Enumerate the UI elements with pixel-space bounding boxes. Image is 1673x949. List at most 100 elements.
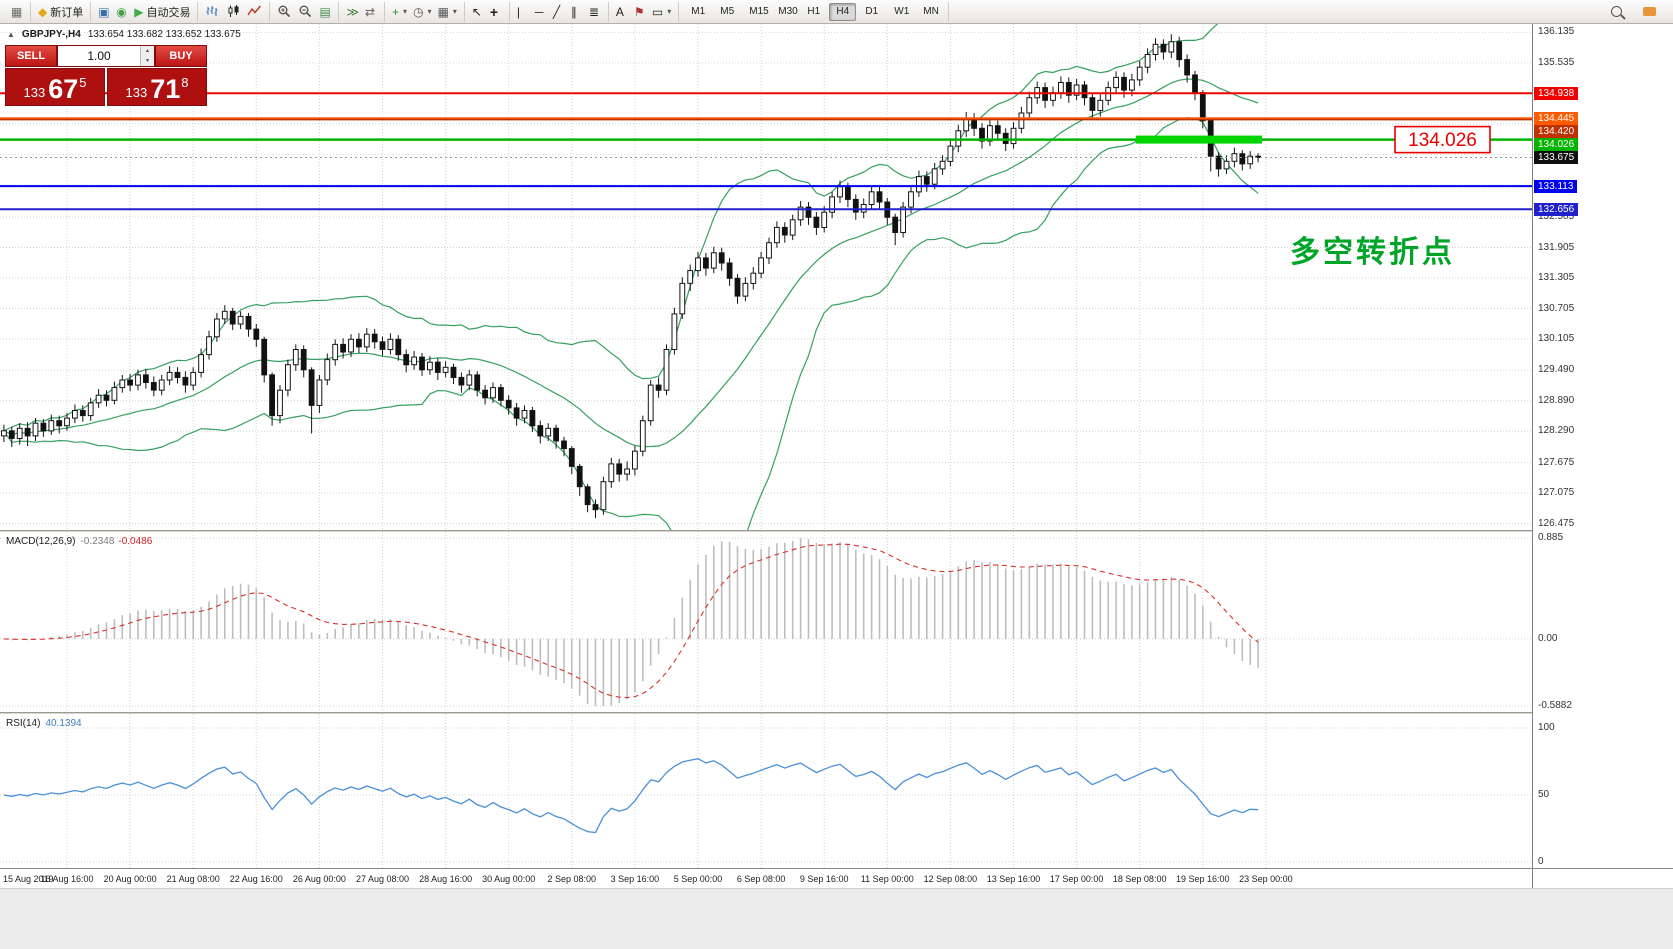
horizontal-line-icon-glyph-icon: ─ xyxy=(534,4,544,19)
rsi-panel[interactable]: RSI(14) 40.1394 xyxy=(0,714,1532,868)
panel-separator[interactable] xyxy=(0,530,1673,532)
chart-shift-icon-glyph-icon: ⇄ xyxy=(365,4,376,19)
timeframe-h4[interactable]: H4 xyxy=(829,2,857,21)
horizontal-line-icon[interactable]: ─ xyxy=(532,2,550,22)
price-callout-text: 134.026 xyxy=(1408,130,1477,151)
time-axis-label: 18 Sep 08:00 xyxy=(1112,874,1167,884)
volume-input[interactable] xyxy=(58,46,140,66)
indicators-button[interactable]: + ▾ xyxy=(389,2,410,22)
timeframe-h1[interactable]: H1 xyxy=(800,3,827,21)
crosshair-icon-glyph-icon: + xyxy=(489,3,499,20)
arrow-label-icon[interactable]: ⚑ xyxy=(631,2,649,22)
price-axis[interactable]: 136.135 135.535 132.505 131.905 131.305 130.7… xyxy=(1532,24,1673,888)
sell-price-sup: 5 xyxy=(79,75,87,90)
timeframe-m30[interactable]: M30 xyxy=(771,3,798,21)
time-axis-label: 21 Aug 08:00 xyxy=(166,874,220,884)
chat-icon[interactable] xyxy=(1640,2,1659,22)
auto-trading-glyph-icon: ▶ xyxy=(134,4,144,19)
timeframe-w1[interactable]: W1 xyxy=(887,3,914,21)
volume-up-icon[interactable]: ▲ xyxy=(141,46,154,56)
search-icon[interactable] xyxy=(1608,2,1626,22)
price-badge-132.656: 132.656 xyxy=(1534,202,1579,216)
rsi-line xyxy=(3,758,1259,834)
timeframe-mn[interactable]: MN xyxy=(916,3,943,21)
line-chart-icon[interactable] xyxy=(244,2,265,22)
time-axis-label: 20 Aug 00:00 xyxy=(103,874,157,884)
price-axis-label: 130.705 xyxy=(1538,302,1575,314)
fibonacci-icon[interactable]: ≣ xyxy=(586,2,604,22)
highlight-rectangle[interactable] xyxy=(1135,135,1262,144)
tile-windows-icon[interactable]: ▤ xyxy=(316,2,334,22)
levels-layer[interactable] xyxy=(0,92,1532,211)
buy-price-prefix: 133 xyxy=(125,85,148,101)
collapse-icon[interactable]: ▲ xyxy=(7,30,15,39)
sell-price-display[interactable]: 133 67 5 xyxy=(5,68,105,106)
sell-price-prefix: 133 xyxy=(23,85,46,101)
crosshair-icon[interactable]: + xyxy=(487,2,505,22)
new-chart-icon[interactable]: ▦ xyxy=(8,2,26,22)
timeframe-m15[interactable]: M15 xyxy=(742,3,769,21)
timeframe-m1[interactable]: M1 xyxy=(684,3,711,21)
time-axis-label: 2 Sep 08:00 xyxy=(547,874,597,884)
chart-shift-icon[interactable]: ⇄ xyxy=(362,2,380,22)
zoom-in-icon[interactable] xyxy=(274,2,295,22)
auto-scroll-icon[interactable]: ≫ xyxy=(343,2,362,22)
time-axis-label: 26 Aug 00:00 xyxy=(292,874,346,884)
bottom-strip xyxy=(0,888,1673,949)
time-axis-label: 11 Sep 00:00 xyxy=(860,874,914,884)
text-icon-glyph-icon: A xyxy=(615,4,624,19)
candlestick-chart[interactable]: 134.026 多空转折点 xyxy=(0,24,1532,530)
time-axis-label: 9 Sep 16:00 xyxy=(799,874,849,884)
candlestick-chart-icon[interactable] xyxy=(223,2,244,22)
price-callout-box[interactable] xyxy=(1394,125,1491,154)
buy-price-sup: 8 xyxy=(181,75,189,90)
main-chart-panel[interactable]: 134.026 多空转折点 ▲ GBPJPY-,H4 133.654 133.68… xyxy=(0,24,1532,530)
price-axis-label: 127.075 xyxy=(1538,487,1575,499)
channel-icon[interactable]: ∥ xyxy=(568,2,586,22)
auto-scroll-icon-glyph-icon: ≫ xyxy=(346,4,360,19)
templates-button[interactable]: ▦ ▾ xyxy=(435,2,460,22)
time-axis-label: 15 Aug 2019 xyxy=(3,874,54,884)
panel-separator[interactable] xyxy=(0,712,1673,714)
vertical-line-icon[interactable]: | xyxy=(514,2,532,22)
indicators-glyph-icon: + xyxy=(392,4,400,19)
time-axis[interactable]: 15 Aug 2019 16 Aug 16:00 20 Aug 00:00 21 Au… xyxy=(0,868,1532,888)
zoom-out-icon[interactable] xyxy=(295,2,316,22)
bollinger-bands xyxy=(3,24,1259,530)
sell-button[interactable]: SELL xyxy=(5,45,57,67)
new-order-button[interactable]: ◆ 新订单 xyxy=(35,2,86,22)
time-axis-label: 30 Aug 00:00 xyxy=(482,874,536,884)
cursor-icon[interactable]: ↖ xyxy=(469,2,487,22)
auto-trading-button[interactable]: ▶ 自动交易 xyxy=(131,2,193,22)
buy-button[interactable]: BUY xyxy=(155,45,207,67)
timeframe-m5[interactable]: M5 xyxy=(713,3,740,21)
macd-chart xyxy=(0,532,1532,712)
price-badge-133.113: 133.113 xyxy=(1534,179,1578,193)
candlestick-chart-icon xyxy=(228,5,239,17)
price-axis-label: 135.535 xyxy=(1538,56,1575,68)
trendline-icon[interactable]: ╱ xyxy=(550,2,568,22)
symbol-label: GBPJPY-,H4 xyxy=(21,29,81,40)
shapes-button[interactable]: ▭ ▾ xyxy=(649,2,674,22)
periods-button[interactable]: ◷ ▾ xyxy=(410,2,435,22)
ohlc-values: 133.654 133.682 133.652 133.675 xyxy=(87,29,241,40)
bar-chart-icon[interactable] xyxy=(202,2,223,22)
symbol-header: ▲ GBPJPY-,H4 133.654 133.682 133.652 133… xyxy=(7,29,241,40)
timeframe-d1[interactable]: D1 xyxy=(858,3,885,21)
macd-signal-line xyxy=(3,543,1259,699)
chevron-down-icon: ▾ xyxy=(452,7,457,16)
volume-down-icon[interactable]: ▼ xyxy=(141,56,154,66)
macd-panel[interactable]: MACD(12,26,9) -0.2348 -0.0486 xyxy=(0,532,1532,712)
macd-axis-label: 0.885 xyxy=(1538,532,1564,543)
rsi-chart xyxy=(0,714,1532,868)
volume-box: ▲ ▼ xyxy=(57,45,155,67)
macd-axis-label: 0.00 xyxy=(1538,632,1558,644)
price-badge-134.445: 134.445 xyxy=(1534,111,1579,125)
text-icon[interactable]: A xyxy=(613,2,631,22)
sell-price-big: 67 xyxy=(48,74,79,105)
bar-chart-icon xyxy=(206,6,218,16)
new-order-button-label: 新订单 xyxy=(50,6,84,19)
buy-price-display[interactable]: 133 71 8 xyxy=(107,68,207,106)
market-watch-icon[interactable]: ▣ xyxy=(95,2,113,22)
data-window-icon[interactable]: ◉ xyxy=(113,2,131,22)
